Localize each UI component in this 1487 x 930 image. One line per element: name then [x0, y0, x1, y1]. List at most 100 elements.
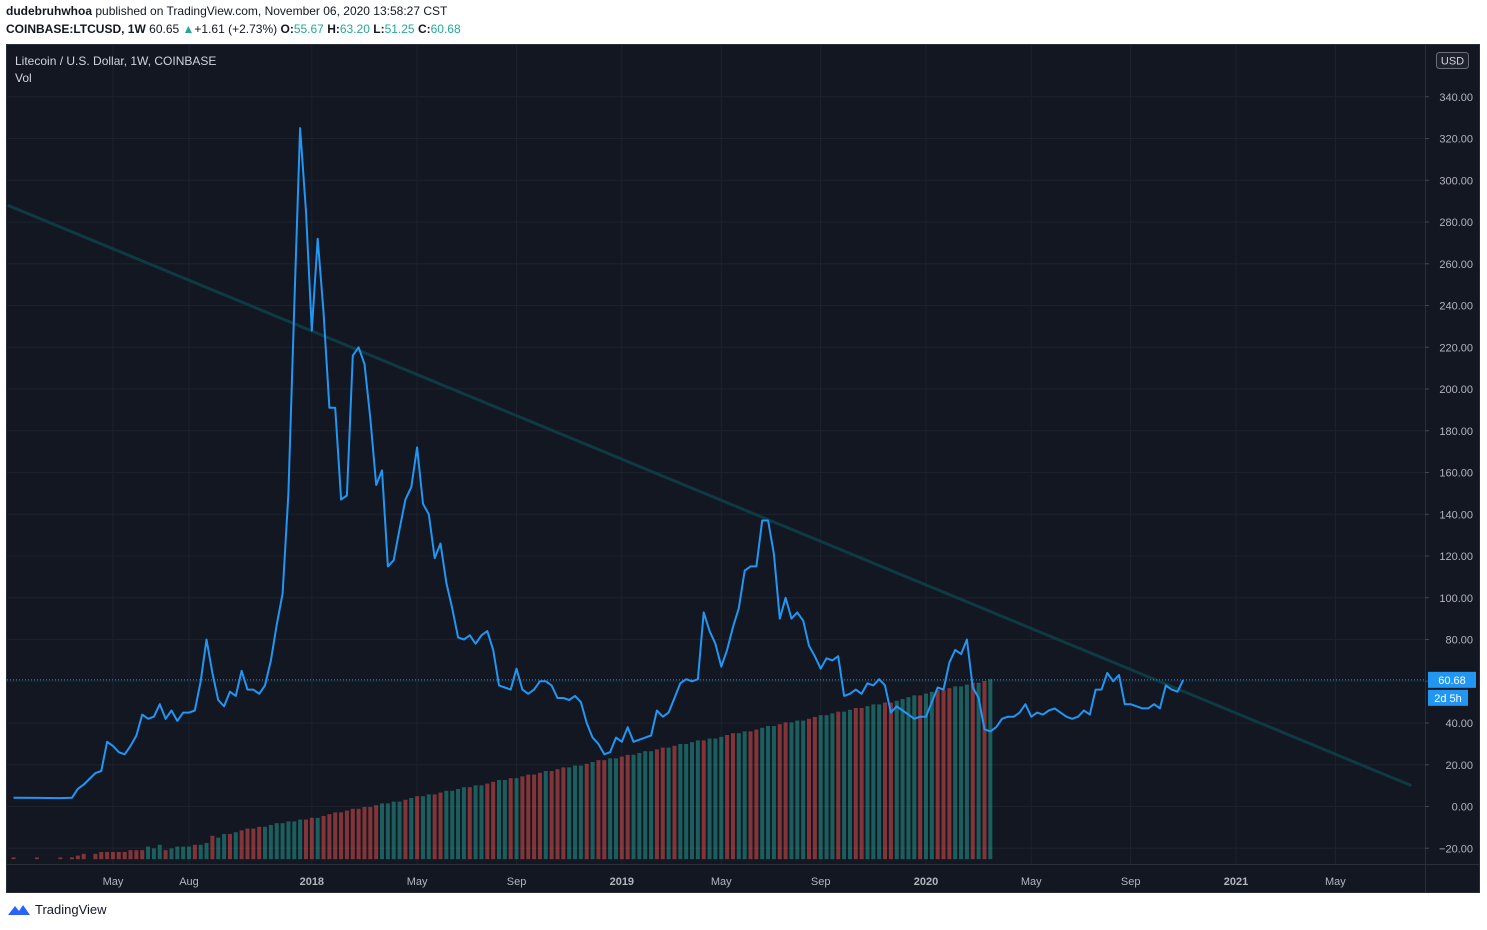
- volume-bar: [420, 796, 425, 860]
- volume-bar: [403, 799, 408, 860]
- volume-bar: [339, 812, 344, 860]
- chart-panel[interactable]: 340.00 320.00 300.00 280.00 260.00 240.00 220.…: [6, 44, 1480, 893]
- volume-bar: [491, 781, 496, 860]
- volume-bar: [812, 716, 817, 860]
- volume-bar: [315, 817, 320, 860]
- volume-bar: [929, 691, 934, 860]
- last-price-value: 60.68: [1438, 675, 1466, 687]
- volume-bar: [573, 765, 578, 860]
- volume-bar: [233, 832, 238, 860]
- volume-bar: [34, 857, 39, 860]
- price-tick-label: −20.00: [1439, 843, 1473, 855]
- volume-bar: [280, 823, 285, 860]
- volume-bar: [187, 846, 191, 860]
- volume-bar: [520, 776, 525, 860]
- volume-bar: [818, 715, 823, 860]
- volume-legend: Vol: [15, 71, 32, 85]
- volume-bar: [391, 801, 396, 860]
- volume-bar: [432, 794, 437, 860]
- volume-bar: [216, 837, 221, 860]
- volume-bar: [409, 797, 414, 860]
- price-line[interactable]: [13, 127, 1185, 800]
- volume-bar: [298, 819, 303, 860]
- volume-bar: [736, 733, 741, 860]
- volume-bar: [251, 828, 256, 860]
- volume-bar: [204, 842, 209, 860]
- last-price-tag: 60.68: [1428, 671, 1476, 688]
- price-axis[interactable]: 340.00 320.00 300.00 280.00 260.00 240.00 220.…: [1425, 45, 1480, 893]
- price-axis-background: [1425, 45, 1479, 892]
- time-axis-background: [7, 864, 1425, 892]
- volume-bar: [537, 772, 542, 860]
- volume-bar: [146, 846, 151, 860]
- trend-line[interactable]: [7, 203, 1413, 788]
- volume-bar: [110, 851, 115, 860]
- time-axis[interactable]: May Aug 2018 May Sep 2019 May Sep 2020 May Sep 2021…: [7, 864, 1480, 893]
- low-label: L:: [373, 22, 385, 36]
- price-tick-label: 40.00: [1445, 718, 1473, 730]
- volume-bar: [842, 711, 847, 860]
- price-tick-label: 100.00: [1439, 593, 1473, 605]
- volume-bar: [292, 821, 297, 860]
- low-value: 51.25: [384, 22, 415, 36]
- interval: 1W: [127, 22, 146, 36]
- published-text: published on TradingView.com, November 0…: [95, 4, 448, 18]
- volume-bar: [385, 803, 390, 860]
- volume-bar: [274, 823, 279, 860]
- volume-bar: [684, 743, 689, 860]
- volume-bar: [947, 688, 952, 860]
- volume-bar: [116, 851, 121, 860]
- volume-bar: [771, 725, 776, 860]
- price-tick-label: 0.00: [1452, 802, 1473, 814]
- volume-bar: [988, 679, 993, 860]
- time-tick-label: Aug: [179, 876, 199, 888]
- time-tick-label: 2020: [914, 876, 938, 888]
- volume-bar: [888, 702, 893, 860]
- volume-bar: [619, 756, 624, 860]
- volume-bar: [286, 821, 291, 860]
- volume-bar: [344, 810, 349, 860]
- volume-bar: [532, 774, 537, 860]
- volume-bar: [613, 758, 618, 860]
- volume-bar: [169, 848, 174, 860]
- volume-bar: [75, 855, 80, 860]
- volume-bar: [467, 787, 472, 860]
- bar-countdown-tag: 2d 5h: [1428, 689, 1468, 706]
- volume-bar: [959, 686, 964, 860]
- volume-bar: [303, 819, 308, 860]
- time-tick-label: May: [1325, 876, 1346, 888]
- time-tick-label: May: [711, 876, 732, 888]
- volume-bar: [830, 713, 835, 860]
- volume-bar: [526, 774, 531, 860]
- volume-bar: [397, 801, 402, 860]
- volume-bar: [479, 785, 484, 860]
- volume-bar: [508, 778, 513, 860]
- tradingview-logo-icon[interactable]: [8, 903, 30, 917]
- volume-bar: [970, 682, 975, 860]
- volume-bar: [672, 745, 677, 860]
- volume-bar: [707, 738, 712, 860]
- time-tick-label: May: [103, 876, 124, 888]
- price-tick-label: 280.00: [1439, 217, 1473, 229]
- time-tick-label: Sep: [507, 876, 527, 888]
- volume-bar: [859, 707, 864, 860]
- volume-bar: [151, 848, 156, 860]
- volume-bar: [625, 754, 630, 860]
- volume-bar: [894, 700, 899, 860]
- volume-bar: [362, 806, 367, 860]
- volume-bar: [415, 796, 420, 860]
- author-name[interactable]: dudebruhwhoa: [6, 4, 92, 18]
- volume-bar: [380, 803, 385, 860]
- price-tick-label: 80.00: [1445, 635, 1473, 647]
- currency-button[interactable]: USD: [1436, 52, 1469, 69]
- brand-name[interactable]: TradingView: [35, 902, 107, 917]
- volume-bar: [181, 846, 186, 860]
- volume-bar: [713, 738, 718, 860]
- volume-bar: [222, 833, 227, 860]
- price-tick-label: 200.00: [1439, 384, 1473, 396]
- volume-bar: [514, 778, 519, 860]
- volume-bar: [748, 731, 753, 860]
- volume-bar: [227, 833, 232, 860]
- price-chart[interactable]: 340.00 320.00 300.00 280.00 260.00 240.00 220.…: [7, 45, 1480, 893]
- time-tick-label: May: [407, 876, 428, 888]
